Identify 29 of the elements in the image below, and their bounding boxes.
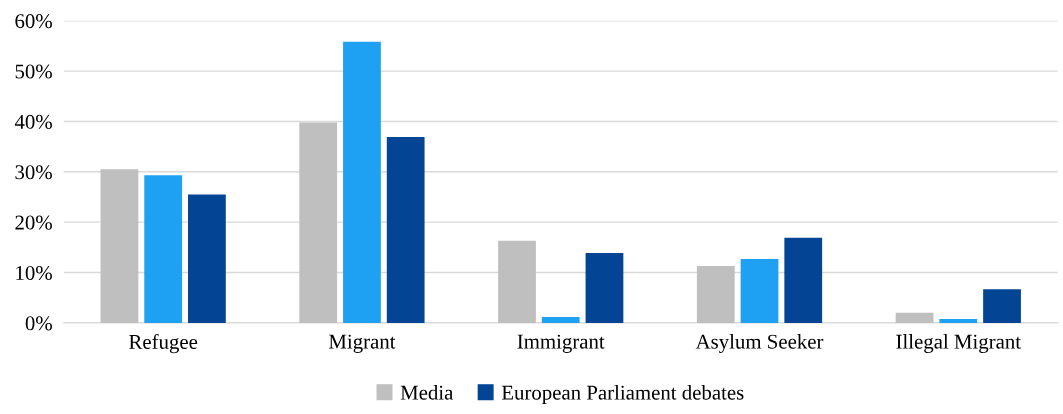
legend-label: Media [400, 385, 454, 400]
x-tick-label: Immigrant [517, 334, 605, 353]
bar [696, 266, 735, 323]
bar [144, 175, 183, 323]
y-tick-label: 50% [15, 64, 52, 79]
y-tick-label: 20% [15, 215, 52, 230]
y-tick-label: 60% [15, 14, 52, 29]
y-tick-label: 30% [15, 165, 52, 180]
x-tick-label: Asylum Seeker [695, 334, 824, 353]
bar [299, 122, 338, 323]
x-tick-label: Illegal Migrant [896, 334, 1021, 353]
bar [541, 316, 580, 323]
bar [188, 194, 226, 323]
x-tick-label: Migrant [328, 334, 396, 353]
bar [100, 169, 139, 323]
y-tick-label: 0% [25, 316, 52, 331]
bar [939, 318, 978, 323]
bar [498, 240, 536, 323]
bar [343, 41, 381, 323]
bar [386, 137, 425, 323]
bar [740, 258, 779, 323]
x-tick-label: Refugee [129, 334, 198, 354]
bar [983, 289, 1021, 323]
y-tick-label: 40% [14, 114, 52, 129]
bar [585, 252, 624, 323]
bar [895, 312, 934, 323]
bar [784, 237, 823, 323]
y-tick-label: 10% [16, 265, 52, 281]
legend-label: European Parliament debates [501, 385, 744, 404]
